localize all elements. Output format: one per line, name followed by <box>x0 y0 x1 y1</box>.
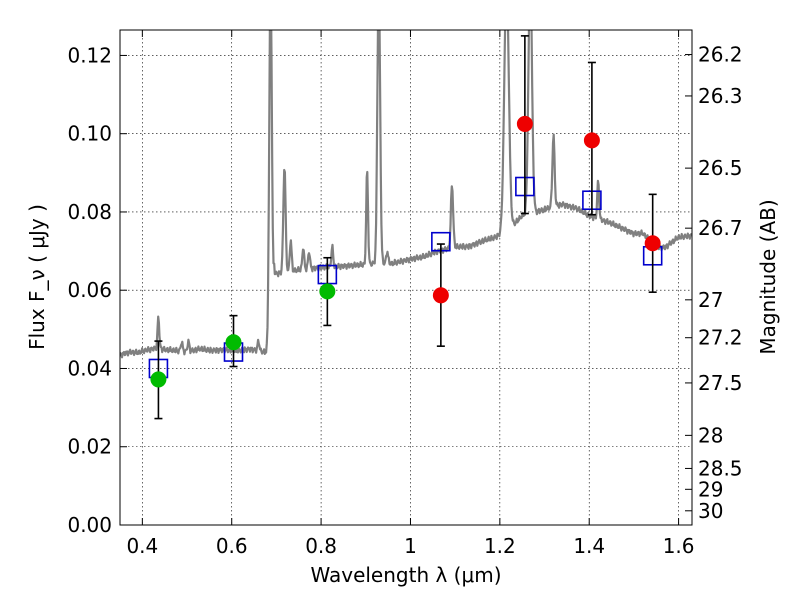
tick-layer: 0.4 0.6 0.8 1 1.2 1.4 1.6 0.00 0.02 0.04 0.06 0.08 0… <box>67 30 743 558</box>
x-tick-label: 1.2 <box>484 534 516 558</box>
x-tick-label: 1.4 <box>573 534 605 558</box>
y-tick-label: 0.00 <box>67 513 112 537</box>
mag-tick-label: 27.5 <box>698 371 743 395</box>
mag-tick-label: 26.7 <box>698 216 743 240</box>
infrared-point-marker <box>644 235 661 252</box>
optical-point-marker <box>150 371 167 388</box>
x-tick-label: 1 <box>404 534 417 558</box>
mag-tick-label: 30 <box>698 499 723 523</box>
infrared-point-marker <box>583 132 600 149</box>
x-tick-label: 0.6 <box>216 534 248 558</box>
optical-point-marker <box>319 283 336 300</box>
x-tick-label: 0.4 <box>126 534 158 558</box>
mag-tick-label: 26.3 <box>698 84 743 108</box>
y-tick-label: 0.02 <box>67 435 112 459</box>
mag-tick-label: 27 <box>698 288 723 312</box>
plot-background <box>120 30 692 525</box>
y2-axis-label: Magnitude (AB) <box>756 199 780 354</box>
mag-tick-label: 28 <box>698 423 723 447</box>
y-tick-label: 0.08 <box>67 200 112 224</box>
mag-tick-label: 27.2 <box>698 326 743 350</box>
y-axis-label: Flux F_ν ( μJy ) <box>25 204 49 350</box>
data-layer <box>120 30 692 420</box>
optical-point-marker <box>225 334 242 351</box>
mag-tick-label: 29 <box>698 477 723 501</box>
x-tick-label: 1.6 <box>663 534 695 558</box>
plot-frame <box>119 29 693 526</box>
mag-tick-label: 28.5 <box>698 456 743 480</box>
y-tick-label: 0.10 <box>67 122 112 146</box>
mag-tick-label: 26.2 <box>698 43 743 67</box>
y-tick-label: 0.12 <box>67 43 112 67</box>
y-tick-label: 0.04 <box>67 356 112 380</box>
x-axis-label: Wavelength λ (μm) <box>310 563 501 587</box>
infrared-point-marker <box>432 287 449 304</box>
y-tick-label: 0.06 <box>67 278 112 302</box>
mag-tick-label: 26.5 <box>698 156 743 180</box>
spectrum-line <box>120 30 692 359</box>
infrared-point-marker <box>516 115 533 132</box>
x-tick-label: 0.8 <box>305 534 337 558</box>
